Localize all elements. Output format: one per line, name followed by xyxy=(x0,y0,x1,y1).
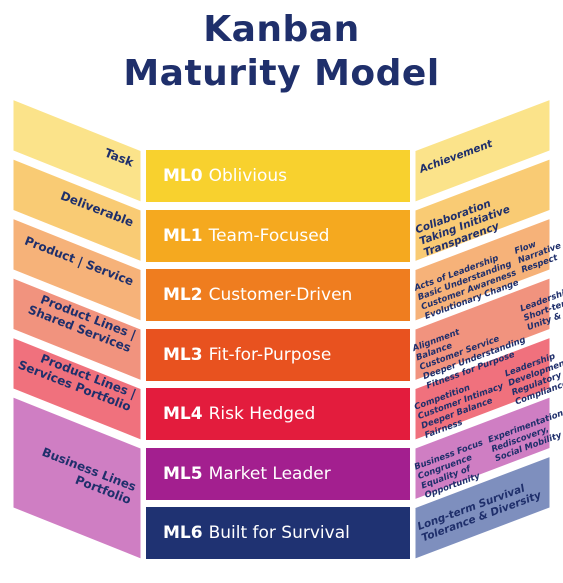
right-wing-tile xyxy=(412,95,553,206)
level-name: Fit-for-Purpose xyxy=(208,344,332,365)
level-code: ML3 xyxy=(163,344,203,365)
left-wing-tile xyxy=(10,95,144,206)
level-bar-ml6: ML6 Built for Survival xyxy=(146,507,410,559)
left-wing-tile xyxy=(10,155,144,266)
level-bar-ml5: ML5 Market Leader xyxy=(146,447,410,500)
level-name: Oblivious xyxy=(208,166,288,186)
left-wing-tile xyxy=(10,393,144,563)
level-bar-ml3: ML3 Fit-for-Purpose xyxy=(146,328,410,381)
title-line-1: Kanban xyxy=(203,9,360,50)
right-wing-tile xyxy=(412,333,553,444)
level-code: ML4 xyxy=(163,404,203,424)
page-title: Kanban Maturity Model xyxy=(0,8,563,96)
right-wing-tile xyxy=(412,274,553,385)
title-line-2: Maturity Model xyxy=(123,53,440,94)
level-name: Team-Focused xyxy=(208,225,330,246)
level-name: Built for Survival xyxy=(208,523,350,543)
left-wing-tile xyxy=(10,333,144,444)
right-wing-tile xyxy=(412,214,553,325)
left-wing-tile xyxy=(10,214,144,325)
level-name: Risk Hedged xyxy=(208,404,316,424)
right-wing-tile xyxy=(412,452,553,563)
level-code: ML6 xyxy=(163,523,203,543)
level-bar-ml1: ML1 Team-Focused xyxy=(146,209,410,262)
level-code: ML0 xyxy=(163,166,203,186)
right-wing-tile xyxy=(412,393,553,504)
level-code: ML1 xyxy=(163,225,203,246)
level-name: Customer-Driven xyxy=(208,285,353,305)
level-bar-ml4: ML4 Risk Hedged xyxy=(146,388,410,440)
level-bar-ml0: ML0 Oblivious xyxy=(146,150,410,202)
right-wing-tile xyxy=(412,155,553,266)
level-code: ML5 xyxy=(163,463,203,484)
left-wing-tile xyxy=(10,274,144,385)
level-name: Market Leader xyxy=(208,463,331,484)
level-bar-ml2: ML2 Customer-Driven xyxy=(146,269,410,321)
level-code: ML2 xyxy=(163,285,203,305)
